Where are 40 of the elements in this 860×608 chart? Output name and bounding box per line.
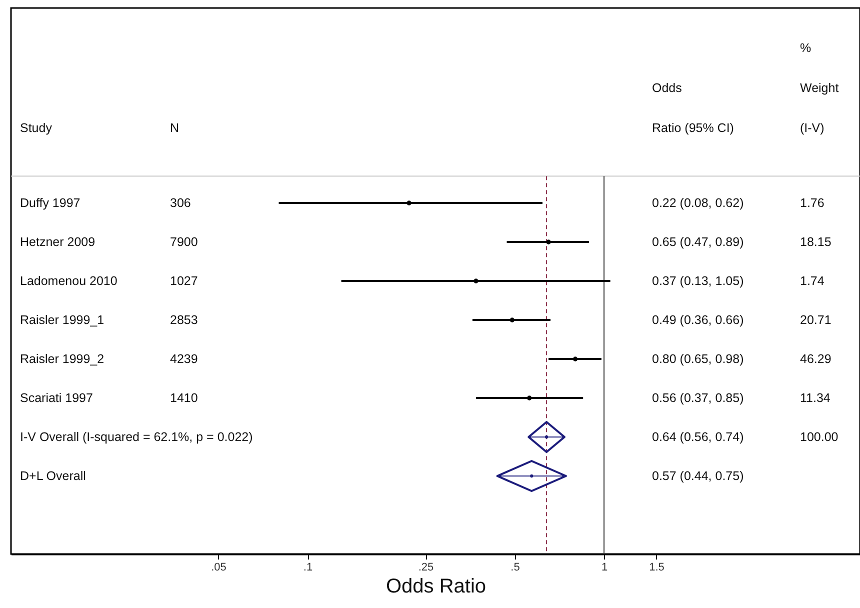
annotation: 46.29 <box>800 352 832 366</box>
y-tick-label: Ladomenou 2010 <box>20 274 118 288</box>
annotation: 1410 <box>170 391 198 405</box>
annotation: 0.57 (0.44, 0.75) <box>652 469 744 483</box>
y-tick-label: Raisler 1999_1 <box>20 313 104 327</box>
x-tick-label: .25 <box>418 562 434 574</box>
annotation: 2853 <box>170 313 198 327</box>
annotation: 306 <box>170 196 191 210</box>
annotation: 7900 <box>170 235 198 249</box>
x-tick-label: .05 <box>211 562 226 574</box>
annotation: 18.15 <box>800 235 832 249</box>
y-tick-label: Duffy 1997 <box>20 196 80 210</box>
annotation: 0.56 (0.37, 0.85) <box>652 391 744 405</box>
annotation: 1.74 <box>800 274 824 288</box>
y-tick-label: Scariati 1997 <box>20 391 94 405</box>
annotation: 11.34 <box>800 391 830 405</box>
x-tick-label: .5 <box>510 562 520 574</box>
y-tick-label: D+L Overall <box>20 469 86 483</box>
annotation: 20.71 <box>800 313 832 327</box>
annotation: 0.64 (0.56, 0.74) <box>652 430 744 444</box>
annotation: 4239 <box>170 352 198 366</box>
annotation: 0.22 (0.08, 0.62) <box>652 196 744 210</box>
annotation: 100.00 <box>800 430 838 444</box>
x-axis-title: Odds Ratio <box>386 576 486 598</box>
annotation: 0.65 (0.47, 0.89) <box>652 235 744 249</box>
text: N <box>170 121 180 136</box>
x-tick-label: 1 <box>601 562 608 574</box>
y-tick-label: Hetzner 2009 <box>20 235 96 249</box>
annotation: 0.49 (0.36, 0.66) <box>652 313 744 327</box>
annotation: 1027 <box>170 274 198 288</box>
annotation: 0.80 (0.65, 0.98) <box>652 352 744 366</box>
x-tick-label: 1.5 <box>649 562 664 574</box>
y-tick-label: I-V Overall (I-squared = 62.1%, p = 0.022) <box>20 430 253 444</box>
text: Study <box>20 121 53 136</box>
annotation: 0.37 (0.13, 1.05) <box>652 274 744 288</box>
annotation: 1.76 <box>800 196 824 210</box>
text: % Weight (I-V) <box>800 40 839 135</box>
y-tick-label: Raisler 1999_2 <box>20 352 104 366</box>
text: Odds Ratio (95% CI) <box>652 80 734 135</box>
x-tick-label: .1 <box>303 562 313 574</box>
